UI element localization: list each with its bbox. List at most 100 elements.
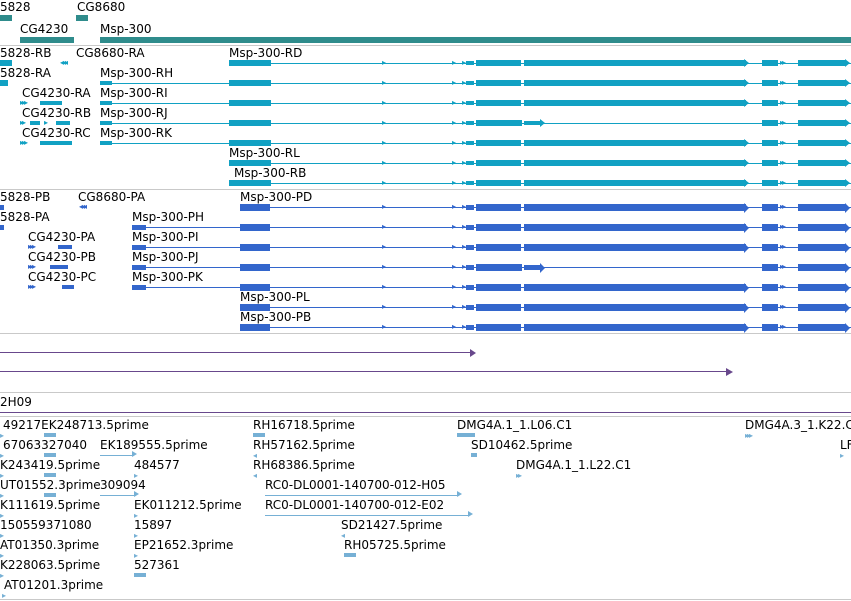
exon-block[interactable] <box>762 224 778 231</box>
exon-block[interactable] <box>0 205 4 210</box>
exon-block[interactable] <box>798 180 846 186</box>
span-line[interactable] <box>0 371 728 372</box>
exon-block[interactable] <box>240 324 270 331</box>
exon-block[interactable] <box>476 204 521 211</box>
exon-block[interactable] <box>0 60 12 66</box>
exon-block[interactable] <box>132 265 146 270</box>
exon-block[interactable] <box>476 120 522 126</box>
exon-block[interactable] <box>40 101 62 105</box>
est-block[interactable] <box>44 473 56 477</box>
exon-block[interactable] <box>40 141 72 145</box>
est-line[interactable] <box>100 455 134 456</box>
exon-block[interactable] <box>798 324 846 331</box>
est-line[interactable] <box>100 495 136 496</box>
exon-block[interactable] <box>524 284 746 291</box>
exon-block[interactable] <box>56 121 70 125</box>
exon-block[interactable] <box>524 60 746 66</box>
clone-line[interactable] <box>0 412 851 413</box>
exon-block[interactable] <box>798 160 846 166</box>
exon-block[interactable] <box>229 100 271 106</box>
intron-line[interactable] <box>100 143 851 144</box>
exon-block[interactable] <box>58 245 72 249</box>
exon-block[interactable] <box>524 100 746 106</box>
exon-block[interactable] <box>798 264 846 271</box>
exon-block[interactable] <box>762 244 778 251</box>
exon-block[interactable] <box>476 100 521 106</box>
exon-block[interactable] <box>798 140 846 146</box>
est-line[interactable] <box>265 495 459 496</box>
exon-block[interactable] <box>466 81 474 85</box>
exon-block[interactable] <box>476 60 521 66</box>
gene-feature-cg4230[interactable] <box>20 37 74 43</box>
exon-block[interactable] <box>466 181 474 185</box>
exon-block[interactable] <box>466 101 474 105</box>
exon-block[interactable] <box>524 160 746 166</box>
exon-block[interactable] <box>466 205 474 210</box>
exon-block[interactable] <box>762 284 778 291</box>
exon-block[interactable] <box>466 225 474 230</box>
gene-feature-cg8680[interactable] <box>76 15 88 21</box>
exon-block[interactable] <box>476 80 521 86</box>
exon-block[interactable] <box>466 61 474 65</box>
exon-block[interactable] <box>762 264 778 271</box>
intron-line[interactable] <box>100 103 851 104</box>
est-block[interactable] <box>134 573 146 577</box>
exon-block[interactable] <box>798 120 846 126</box>
exon-block[interactable] <box>100 141 112 145</box>
exon-block[interactable] <box>762 324 778 331</box>
exon-block[interactable] <box>524 121 542 125</box>
exon-block[interactable] <box>762 160 778 166</box>
exon-block[interactable] <box>466 141 474 145</box>
exon-block[interactable] <box>476 284 521 291</box>
exon-block[interactable] <box>50 265 68 269</box>
exon-block[interactable] <box>476 264 522 271</box>
exon-block[interactable] <box>476 140 521 146</box>
exon-block[interactable] <box>524 140 746 146</box>
exon-block[interactable] <box>466 285 474 290</box>
exon-block[interactable] <box>476 224 521 231</box>
exon-block[interactable] <box>240 304 270 311</box>
exon-block[interactable] <box>62 285 74 289</box>
exon-block[interactable] <box>132 245 146 250</box>
exon-block[interactable] <box>762 140 778 146</box>
exon-block[interactable] <box>762 304 778 311</box>
exon-block[interactable] <box>762 204 778 211</box>
exon-block[interactable] <box>798 224 846 231</box>
exon-block[interactable] <box>524 180 746 186</box>
est-block[interactable] <box>44 433 56 437</box>
est-block[interactable] <box>44 493 56 497</box>
exon-block[interactable] <box>30 121 40 125</box>
exon-block[interactable] <box>476 324 521 331</box>
exon-block[interactable] <box>466 121 474 125</box>
est-block[interactable] <box>44 453 56 457</box>
exon-block[interactable] <box>240 204 270 211</box>
exon-block[interactable] <box>466 325 474 330</box>
est-block[interactable] <box>344 553 356 557</box>
exon-block[interactable] <box>100 121 112 125</box>
exon-block[interactable] <box>798 80 846 86</box>
exon-block[interactable] <box>229 140 271 146</box>
exon-block[interactable] <box>466 161 474 165</box>
exon-block[interactable] <box>524 304 746 311</box>
exon-block[interactable] <box>229 60 271 66</box>
exon-block[interactable] <box>476 180 521 186</box>
exon-block[interactable] <box>762 80 778 86</box>
exon-block[interactable] <box>798 60 846 66</box>
gene-feature-5828[interactable] <box>0 15 12 21</box>
exon-block[interactable] <box>524 80 746 86</box>
exon-block[interactable] <box>476 244 521 251</box>
exon-block[interactable] <box>524 204 746 211</box>
exon-block[interactable] <box>240 224 270 231</box>
est-block[interactable] <box>457 433 475 437</box>
exon-block[interactable] <box>798 304 846 311</box>
exon-block[interactable] <box>0 225 4 230</box>
span-line[interactable] <box>0 352 472 353</box>
exon-block[interactable] <box>762 100 778 106</box>
exon-block[interactable] <box>132 225 146 230</box>
exon-block[interactable] <box>476 304 521 311</box>
exon-block[interactable] <box>229 80 271 86</box>
exon-block[interactable] <box>100 81 112 85</box>
exon-block[interactable] <box>762 180 778 186</box>
intron-line[interactable] <box>100 83 851 84</box>
exon-block[interactable] <box>762 120 778 126</box>
